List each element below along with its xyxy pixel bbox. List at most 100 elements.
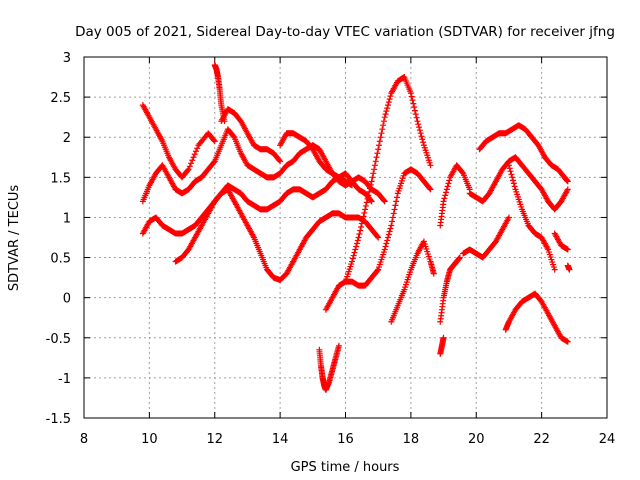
series-track-y: [551, 230, 571, 253]
series-track-aa: [564, 262, 573, 273]
data-point: [385, 231, 392, 238]
plot-frame: [83, 56, 608, 419]
data-point: [381, 246, 388, 253]
data-point: [389, 214, 396, 221]
y-tick-label: 1.5: [50, 171, 71, 186]
data-point: [510, 177, 517, 184]
series-track-d: [277, 130, 356, 189]
data-point: [230, 133, 237, 140]
grid-lines: [84, 57, 607, 418]
chart-title: Day 005 of 2021, Sidereal Day-to-day VTE…: [75, 24, 615, 40]
data-point: [353, 243, 360, 250]
data-point: [507, 168, 514, 175]
data-point: [374, 150, 381, 157]
data-point: [371, 162, 378, 169]
data-point: [386, 96, 393, 103]
series-track-l: [316, 342, 342, 393]
data-point: [374, 267, 381, 274]
data-point: [190, 154, 197, 161]
data-point: [377, 134, 384, 141]
data-point: [186, 163, 193, 170]
x-tick-label: 18: [403, 432, 420, 447]
data-point: [392, 202, 399, 209]
data-point: [419, 136, 426, 143]
data-point: [441, 195, 448, 202]
y-tick-label: -1: [58, 372, 71, 387]
data-point: [365, 192, 372, 199]
data-point: [415, 121, 422, 128]
series-track-w: [505, 162, 558, 273]
data-point: [191, 151, 198, 158]
data-point: [382, 111, 389, 118]
data-point: [384, 102, 391, 109]
x-tick-label: 20: [468, 432, 485, 447]
data-point: [364, 195, 371, 202]
data-point: [388, 222, 395, 229]
data-point: [551, 266, 558, 273]
series-track-q: [437, 254, 463, 325]
data-point: [375, 234, 382, 241]
data-point: [416, 124, 423, 131]
y-axis-label: SDTVAR / TECUs: [7, 185, 22, 292]
data-point: [443, 189, 450, 196]
x-tick-label: 14: [272, 432, 289, 447]
data-point: [373, 154, 380, 161]
data-point: [427, 162, 434, 169]
data-point: [368, 178, 375, 185]
data-point: [349, 255, 356, 262]
y-tick-label: 0.5: [50, 252, 71, 267]
data-point: [440, 198, 447, 205]
data-point: [566, 266, 573, 273]
data-point: [349, 258, 356, 265]
data-point: [417, 130, 424, 137]
data-point: [360, 213, 367, 220]
series-track-k: [290, 210, 382, 265]
data-point: [379, 126, 386, 133]
data-point: [367, 181, 374, 188]
data-point: [445, 180, 452, 187]
y-tick-label: 2: [63, 131, 71, 146]
series-track-x: [532, 178, 571, 213]
data-point: [367, 185, 374, 192]
data-point: [354, 237, 361, 244]
data-point: [375, 146, 382, 153]
x-tick-label: 10: [141, 432, 158, 447]
data-point: [440, 334, 447, 341]
series-track-p: [388, 238, 437, 325]
data-point: [506, 165, 513, 172]
series-track-u: [466, 154, 539, 205]
data-point: [411, 104, 418, 111]
data-point: [508, 171, 515, 178]
x-tick-labels: 8 10 12 14 16 18 20 22 24: [80, 432, 615, 447]
x-tick-label: 16: [337, 432, 354, 447]
data-point: [369, 174, 376, 181]
data-point: [376, 142, 383, 149]
data-point: [380, 118, 387, 125]
data-point: [380, 122, 387, 129]
series-track-m: [322, 266, 382, 313]
data-point: [276, 157, 283, 164]
series-track-c: [218, 106, 284, 165]
data-point: [362, 202, 369, 209]
series-track-v: [476, 122, 571, 185]
data-point: [418, 133, 425, 140]
data-point: [384, 105, 391, 112]
data-point: [413, 114, 420, 121]
data-point: [210, 137, 217, 144]
series-track-r: [437, 334, 447, 357]
series-track-e: [139, 158, 218, 205]
data-point: [372, 158, 379, 165]
y-tick-label: 2.5: [50, 91, 71, 106]
data-point: [412, 111, 419, 118]
data-point: [407, 90, 414, 97]
data-point: [210, 159, 217, 166]
data-point: [353, 240, 360, 247]
data-point: [352, 246, 359, 253]
series-track-n: [375, 166, 434, 273]
x-tick-label: 22: [533, 432, 550, 447]
data-point: [410, 100, 417, 107]
data-point: [446, 177, 453, 184]
data-point: [387, 225, 394, 232]
data-point: [355, 234, 362, 241]
data-point: [362, 206, 369, 213]
